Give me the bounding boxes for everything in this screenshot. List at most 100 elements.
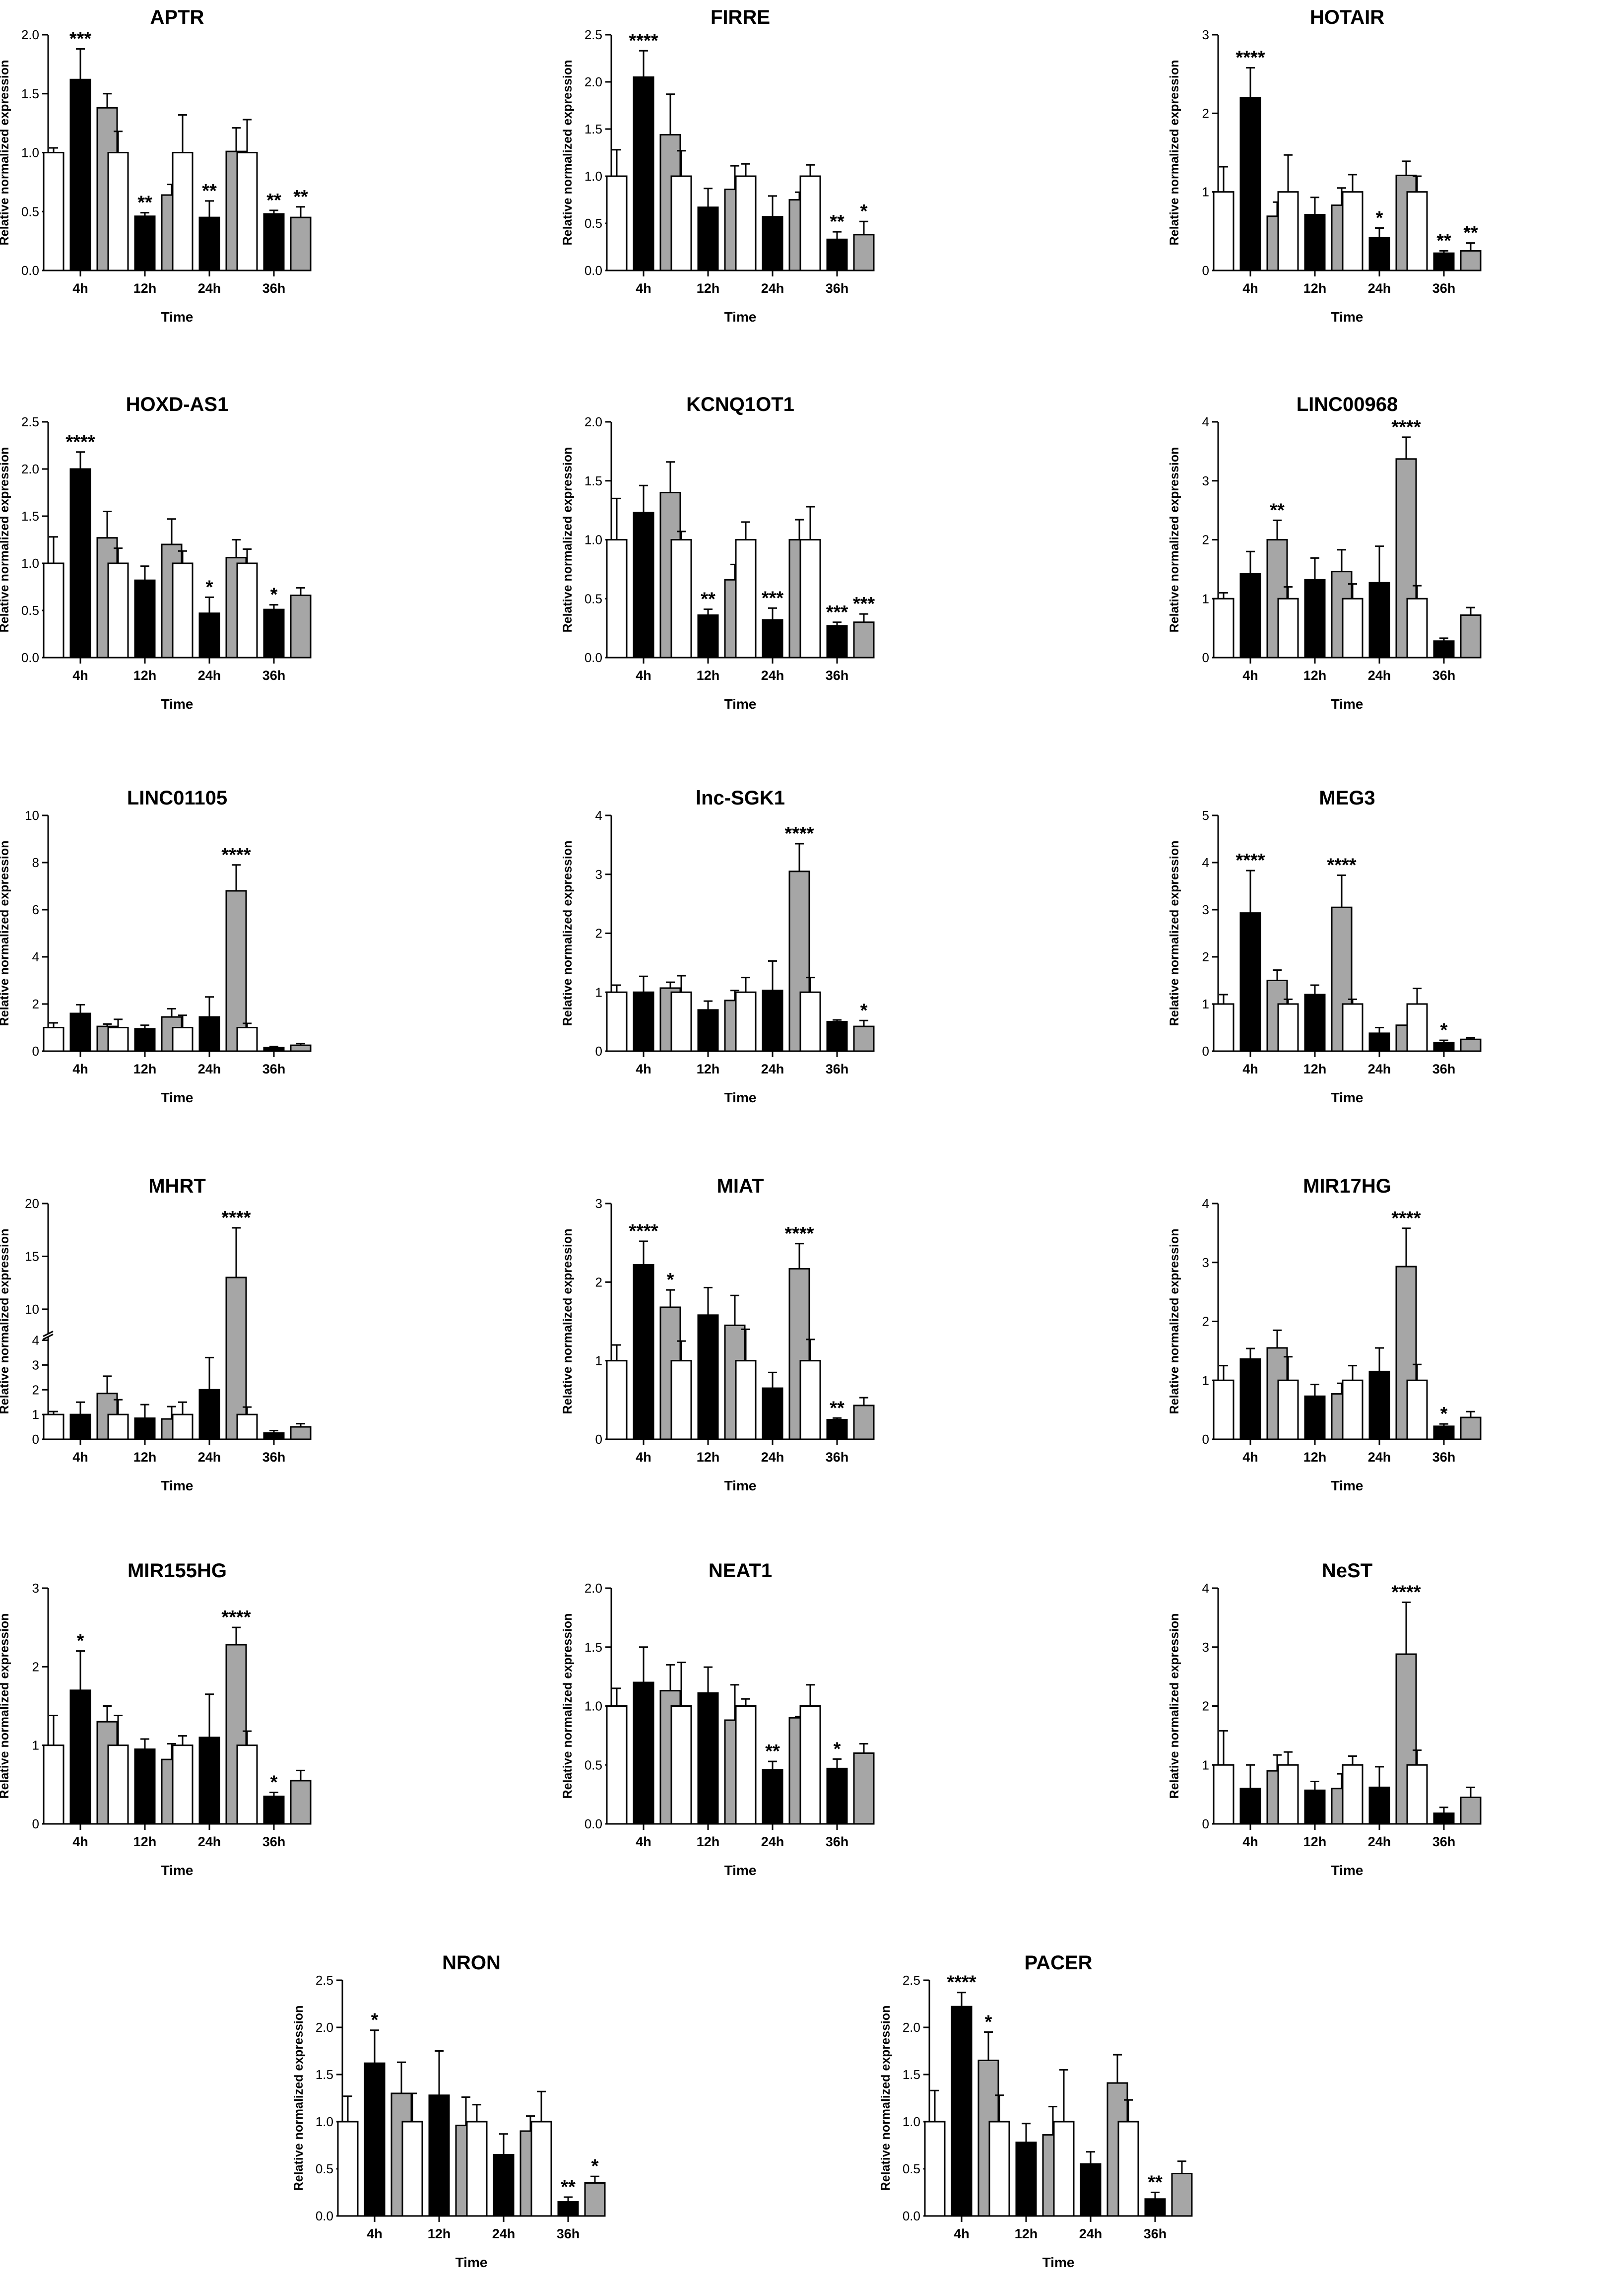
significance-label: * xyxy=(1440,1404,1448,1424)
bar-white xyxy=(1277,191,1299,271)
y-axis-label: Relative normalized expression xyxy=(561,1613,575,1799)
y-axis-label: Relative normalized expression xyxy=(1168,1229,1181,1414)
bar-white xyxy=(1277,1003,1299,1052)
bar-white xyxy=(1213,1764,1234,1825)
y-tick-label: 0.0 xyxy=(585,650,602,665)
bar-black xyxy=(1239,912,1261,1052)
x-tick-label: 12h xyxy=(697,281,720,296)
x-tick-label: 4h xyxy=(1242,1062,1258,1076)
x-tick-label: 12h xyxy=(697,1834,720,1849)
significance-label: * xyxy=(860,1000,868,1021)
bar-white xyxy=(735,175,757,271)
significance-label: * xyxy=(77,1631,84,1652)
bar-white xyxy=(1342,191,1364,271)
y-tick-label: 0 xyxy=(32,1044,39,1059)
chart-title: LINC00968 xyxy=(1297,394,1398,415)
bar-black xyxy=(69,1012,91,1052)
bar-black xyxy=(1368,582,1390,659)
bar-black xyxy=(1304,994,1326,1052)
x-tick-label: 36h xyxy=(262,1450,286,1465)
significance-label: * xyxy=(371,2010,379,2031)
chart-title: HOTAIR xyxy=(1310,6,1384,28)
bar-white xyxy=(606,1360,628,1440)
y-tick-label: 0 xyxy=(1202,263,1209,278)
chart-title: MHRT xyxy=(148,1175,206,1197)
y-axis-label: Relative normalized expression xyxy=(0,1229,11,1414)
y-tick-label: 1 xyxy=(32,1407,39,1422)
y-tick-label: 0 xyxy=(1202,1816,1209,1831)
y-tick-label: 10 xyxy=(25,1302,39,1317)
bar-black xyxy=(198,216,220,271)
y-tick-label: 1.0 xyxy=(21,145,39,160)
chart-title: MIR17HG xyxy=(1303,1175,1391,1197)
bar-black xyxy=(69,1689,91,1825)
bar-white xyxy=(530,2121,552,2217)
significance-label: * xyxy=(591,2156,599,2177)
y-tick-label: 1.5 xyxy=(21,509,39,524)
bar-white xyxy=(43,1744,65,1825)
significance-label: ** xyxy=(701,589,715,610)
bar-white xyxy=(606,1705,628,1825)
y-tick-label: 1.0 xyxy=(585,533,602,547)
significance-label: ** xyxy=(202,181,217,201)
bar-grey xyxy=(853,1752,875,1825)
bar-white xyxy=(924,2121,946,2217)
y-tick-label: 1.0 xyxy=(903,2114,920,2129)
bar-black xyxy=(951,2006,973,2217)
x-axis-label: Time xyxy=(724,1090,757,1105)
chart-title: FIRRE xyxy=(711,6,770,28)
bar-black xyxy=(1433,252,1455,271)
bar-white xyxy=(670,991,692,1052)
chart-panel-pacer: PACER Relative normalized expression Time 0… xyxy=(879,1952,1193,2270)
bar-black xyxy=(493,2154,515,2217)
y-tick-label: 10 xyxy=(25,808,39,823)
y-tick-label: 0 xyxy=(595,1432,602,1447)
bar-grey xyxy=(290,216,312,271)
bar-black xyxy=(633,512,654,659)
bar-black xyxy=(1304,1789,1326,1825)
y-tick-label: 1 xyxy=(595,985,602,1000)
y-tick-label: 2 xyxy=(32,1382,39,1397)
x-tick-label: 36h xyxy=(262,281,286,296)
chart-panel-nest: NeST Relative normalized expression Time 0 1… xyxy=(1168,1560,1482,1878)
significance-label: *** xyxy=(853,594,875,614)
x-tick-label: 36h xyxy=(262,1834,286,1849)
bar-white xyxy=(172,562,194,659)
bar-black xyxy=(697,1692,719,1825)
bar-black xyxy=(1368,1786,1390,1825)
significance-label: **** xyxy=(1391,1582,1421,1603)
x-tick-label: 24h xyxy=(198,1834,221,1849)
bar-white xyxy=(1277,1764,1299,1825)
y-tick-label: 4 xyxy=(1202,414,1209,429)
y-tick-label: 0 xyxy=(1202,650,1209,665)
bar-white xyxy=(1342,1003,1364,1052)
bar-black xyxy=(762,216,783,271)
x-tick-label: 4h xyxy=(1242,1834,1258,1849)
bar-black xyxy=(697,1009,719,1052)
bar-black xyxy=(826,1767,848,1825)
bar-white xyxy=(1342,598,1364,659)
y-axis-label: Relative normalized expression xyxy=(1168,1613,1181,1799)
bar-black xyxy=(697,614,719,659)
y-tick-label: 3 xyxy=(1202,1255,1209,1270)
chart-panel-hotair: HOTAIR Relative normalized expression Time… xyxy=(1168,6,1482,325)
x-tick-label: 24h xyxy=(1368,1062,1391,1076)
bar-grey xyxy=(1460,1797,1482,1825)
x-tick-label: 36h xyxy=(1432,281,1456,296)
x-axis-label: Time xyxy=(1331,1863,1364,1878)
y-tick-label: 3 xyxy=(595,867,602,882)
bar-black xyxy=(263,1432,285,1440)
chart-panel-nron: NRON Relative normalized expression Time 0.… xyxy=(292,1952,606,2270)
bar-white xyxy=(735,1705,757,1825)
axis-break-mark xyxy=(43,1334,54,1340)
y-tick-label: 1.0 xyxy=(585,169,602,184)
bar-grey xyxy=(290,595,312,659)
y-tick-label: 2.5 xyxy=(21,414,39,429)
y-axis-label: Relative normalized expression xyxy=(561,841,575,1026)
bar-grey xyxy=(290,1044,312,1052)
x-axis-label: Time xyxy=(455,2255,488,2270)
y-tick-label: 0.0 xyxy=(316,2209,333,2223)
y-tick-label: 2 xyxy=(1202,949,1209,964)
x-tick-label: 36h xyxy=(262,1062,286,1076)
x-tick-label: 24h xyxy=(761,281,784,296)
